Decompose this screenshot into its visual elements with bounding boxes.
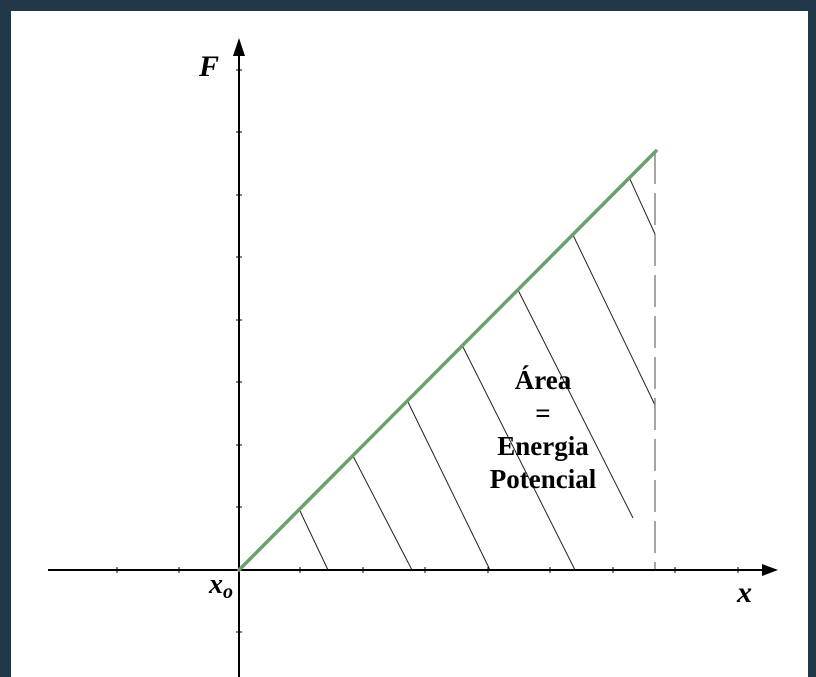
hatch-line bbox=[461, 344, 576, 571]
force-line bbox=[237, 149, 658, 572]
hatch-line bbox=[572, 234, 656, 406]
area-line-1: Área bbox=[514, 365, 572, 395]
hatch-line bbox=[299, 510, 329, 571]
hatch-line bbox=[406, 399, 491, 571]
area-line-4: Potencial bbox=[489, 464, 597, 494]
f-axis-ticks bbox=[236, 69, 242, 633]
x-axis-arrow bbox=[762, 564, 778, 576]
hatch-line bbox=[628, 176, 656, 235]
hatch-line bbox=[517, 289, 634, 519]
hatch-lines bbox=[299, 176, 656, 571]
x-axis-label: x bbox=[737, 576, 752, 609]
origin-label: xo bbox=[209, 569, 233, 603]
area-line-2: = bbox=[535, 398, 551, 428]
area-annotation: Área = Energia Potencial bbox=[468, 364, 618, 496]
origin-label-sub: o bbox=[223, 581, 233, 603]
hatch-line bbox=[352, 455, 413, 571]
x-axis-ticks bbox=[116, 567, 739, 573]
area-line-3: Energia bbox=[497, 431, 589, 461]
origin-label-main: x bbox=[209, 569, 223, 600]
f-axis-label: F bbox=[199, 50, 220, 83]
f-axis-arrow bbox=[233, 38, 245, 56]
